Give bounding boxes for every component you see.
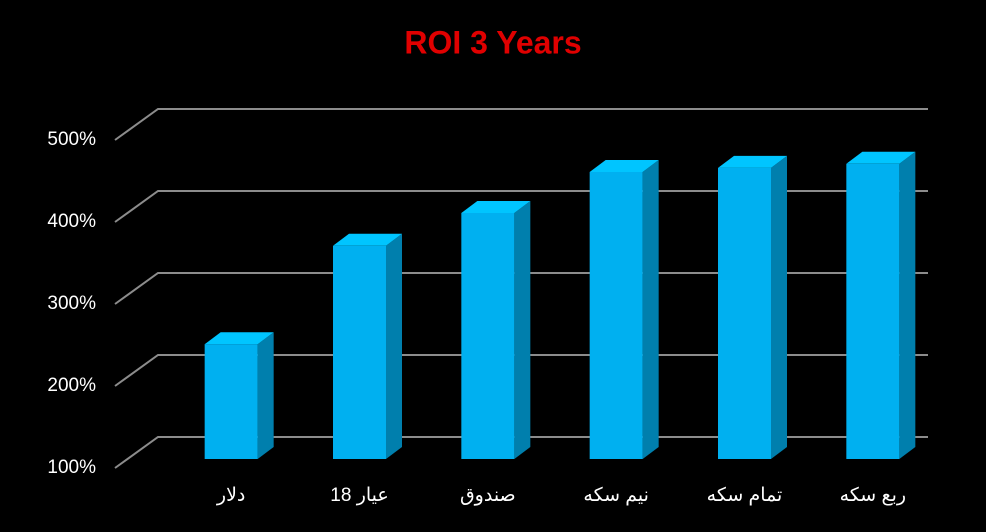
bar-side <box>386 233 402 459</box>
x-tick-label: 18 عیار <box>330 485 388 506</box>
x-tick-label: دلار <box>216 485 245 506</box>
bar <box>333 245 386 459</box>
bar <box>589 172 643 459</box>
x-tick-label: نیم سکه <box>583 485 649 506</box>
bar <box>461 213 515 459</box>
x-tick-label: ربع سکه <box>840 485 906 506</box>
grid-line <box>114 436 928 469</box>
grid-line <box>114 354 928 387</box>
bar-top <box>589 160 659 172</box>
bar-side <box>514 201 531 459</box>
y-tick-label: 500% <box>47 129 96 150</box>
bar-top <box>204 332 274 345</box>
x-tick-label: تمام سکه <box>707 485 783 506</box>
bar-top <box>718 155 787 168</box>
bar <box>846 163 900 460</box>
grid-line <box>114 108 928 141</box>
y-tick-label: 200% <box>47 375 96 396</box>
bar-top <box>461 201 531 213</box>
bar-side <box>899 151 916 460</box>
y-tick-label: 400% <box>47 211 96 232</box>
bar-side <box>257 332 274 459</box>
bar-side <box>642 160 659 459</box>
y-tick-label: 100% <box>47 457 96 478</box>
bar-top <box>333 233 402 246</box>
grid-line <box>114 190 928 223</box>
chart-title: ROI 3 Years <box>404 24 581 60</box>
bar <box>718 167 771 459</box>
bar <box>204 344 258 459</box>
y-tick-label: 300% <box>47 293 96 314</box>
x-tick-label: صندوق <box>460 485 516 506</box>
grid-line <box>114 272 928 305</box>
bar-side <box>771 155 787 459</box>
bar-top <box>846 151 916 164</box>
